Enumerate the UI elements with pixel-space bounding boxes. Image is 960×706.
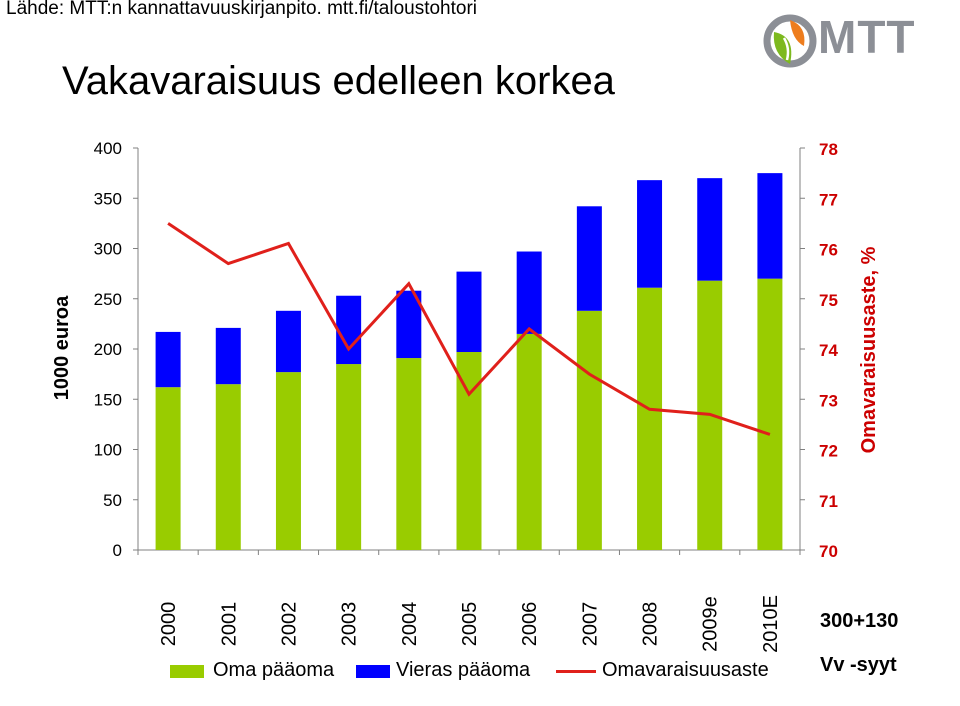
bar-equity xyxy=(637,287,663,550)
x-tick-label: 2010E xyxy=(760,595,782,653)
mtt-logo: MTT xyxy=(760,8,930,70)
legend-swatch-debt xyxy=(356,665,390,678)
left-tick-label: 400 xyxy=(94,139,122,158)
logo-text: MTT xyxy=(818,11,916,63)
right-axis-title: Omavaraisuusaste, % xyxy=(858,246,880,453)
bar-debt xyxy=(336,295,362,365)
right-tick-label: 74 xyxy=(819,341,838,360)
bar-equity xyxy=(576,310,602,550)
left-tick-label: 150 xyxy=(94,390,122,409)
chart-bars xyxy=(155,173,783,550)
bar-debt xyxy=(456,271,482,353)
legend-swatch-equity xyxy=(170,665,204,678)
x-tick-label: 2007 xyxy=(579,602,601,647)
bar-debt xyxy=(275,310,301,373)
ratio-line xyxy=(167,222,771,436)
x-tick-label: 2002 xyxy=(278,602,300,647)
right-tick-label: 78 xyxy=(819,140,838,159)
legend-label-ratio: Omavaraisuusaste xyxy=(602,659,769,681)
right-tick-label: 71 xyxy=(819,492,838,511)
bar-debt xyxy=(637,180,663,288)
x-tick-label: 2000 xyxy=(158,602,180,647)
legend-label-equity: Oma pääoma xyxy=(213,659,335,681)
left-axis-title: 1000 euroa xyxy=(51,295,73,400)
left-tick-label: 100 xyxy=(94,441,122,460)
right-tick-label: 75 xyxy=(819,291,838,310)
bar-debt xyxy=(516,251,542,334)
left-tick-label: 50 xyxy=(103,491,122,510)
legend-label-debt: Vieras pääoma xyxy=(396,659,531,681)
left-tick-label: 300 xyxy=(94,240,122,259)
bar-debt xyxy=(697,178,723,281)
left-tick-label: 200 xyxy=(94,340,122,359)
chart-labels: 0 50 100 150 200 250 300 350 400 70 71 72 73 74 75 76 77… xyxy=(51,139,880,653)
mtt-logo-icon xyxy=(763,14,817,68)
note-primary: 300+130 xyxy=(820,610,899,632)
x-tick-label: 2008 xyxy=(640,602,662,647)
right-tick-label: 73 xyxy=(819,391,838,410)
bar-equity xyxy=(215,384,241,550)
x-tick-label: 2005 xyxy=(459,602,481,647)
right-tick-label: 70 xyxy=(819,542,838,561)
source-text: Lähde: MTT:n kannattavuuskirjanpito. mtt… xyxy=(6,0,478,19)
legend-line-ratio xyxy=(556,670,596,673)
left-tick-label: 0 xyxy=(113,541,122,560)
chart-title: Vakavaraisuus edelleen korkea xyxy=(62,59,615,103)
left-tick-label: 350 xyxy=(94,189,122,208)
left-tick-label: 250 xyxy=(94,290,122,309)
bar-equity xyxy=(336,364,362,550)
bar-debt xyxy=(576,206,602,311)
right-tick-label: 77 xyxy=(819,190,838,209)
chart-line xyxy=(167,222,771,436)
bar-equity xyxy=(456,352,482,550)
x-tick-label: 2004 xyxy=(399,602,421,647)
right-tick-label: 72 xyxy=(819,442,838,461)
note-secondary: Vv -syyt xyxy=(820,654,897,676)
bar-equity xyxy=(757,278,783,550)
bar-debt xyxy=(215,327,241,385)
x-tick-label: 2001 xyxy=(218,602,240,647)
bar-debt xyxy=(757,173,783,279)
bar-equity xyxy=(155,387,181,550)
bar-equity xyxy=(275,372,301,550)
x-tick-label: 2009e xyxy=(700,596,722,652)
right-tick-label: 76 xyxy=(819,241,838,260)
x-tick-label: 2006 xyxy=(519,602,541,647)
bar-debt xyxy=(155,331,181,388)
x-tick-label: 2003 xyxy=(339,602,361,647)
bar-equity xyxy=(516,333,542,550)
bar-equity xyxy=(396,358,422,550)
